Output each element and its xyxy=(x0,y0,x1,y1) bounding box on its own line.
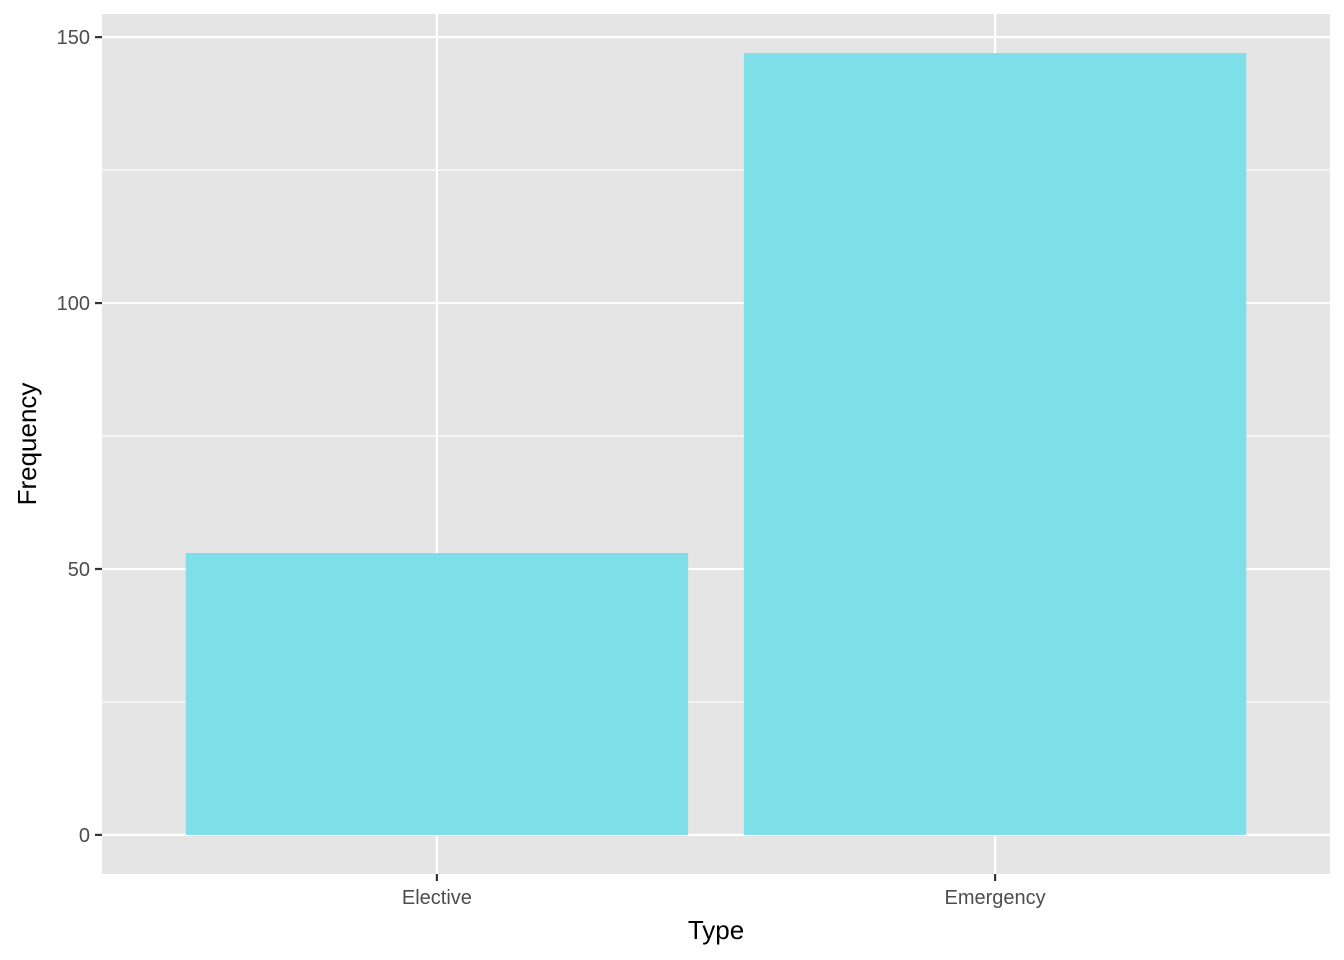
bar-emergency xyxy=(743,53,1247,835)
bar-elective xyxy=(185,553,689,835)
x-axis-title: Type xyxy=(688,915,744,945)
y-tick-label: 150 xyxy=(57,27,90,49)
x-tick-label: Emergency xyxy=(945,887,1046,909)
y-axis-title: Frequency xyxy=(12,383,42,506)
y-axis: 0 50 100 150 xyxy=(57,27,102,847)
x-tick-label: Elective xyxy=(402,887,472,909)
bars xyxy=(185,53,1247,835)
y-tick-label: 0 xyxy=(79,825,90,847)
y-tick-label: 100 xyxy=(57,293,90,315)
x-axis: Elective Emergency xyxy=(402,874,1046,909)
y-tick-label: 50 xyxy=(68,559,90,581)
